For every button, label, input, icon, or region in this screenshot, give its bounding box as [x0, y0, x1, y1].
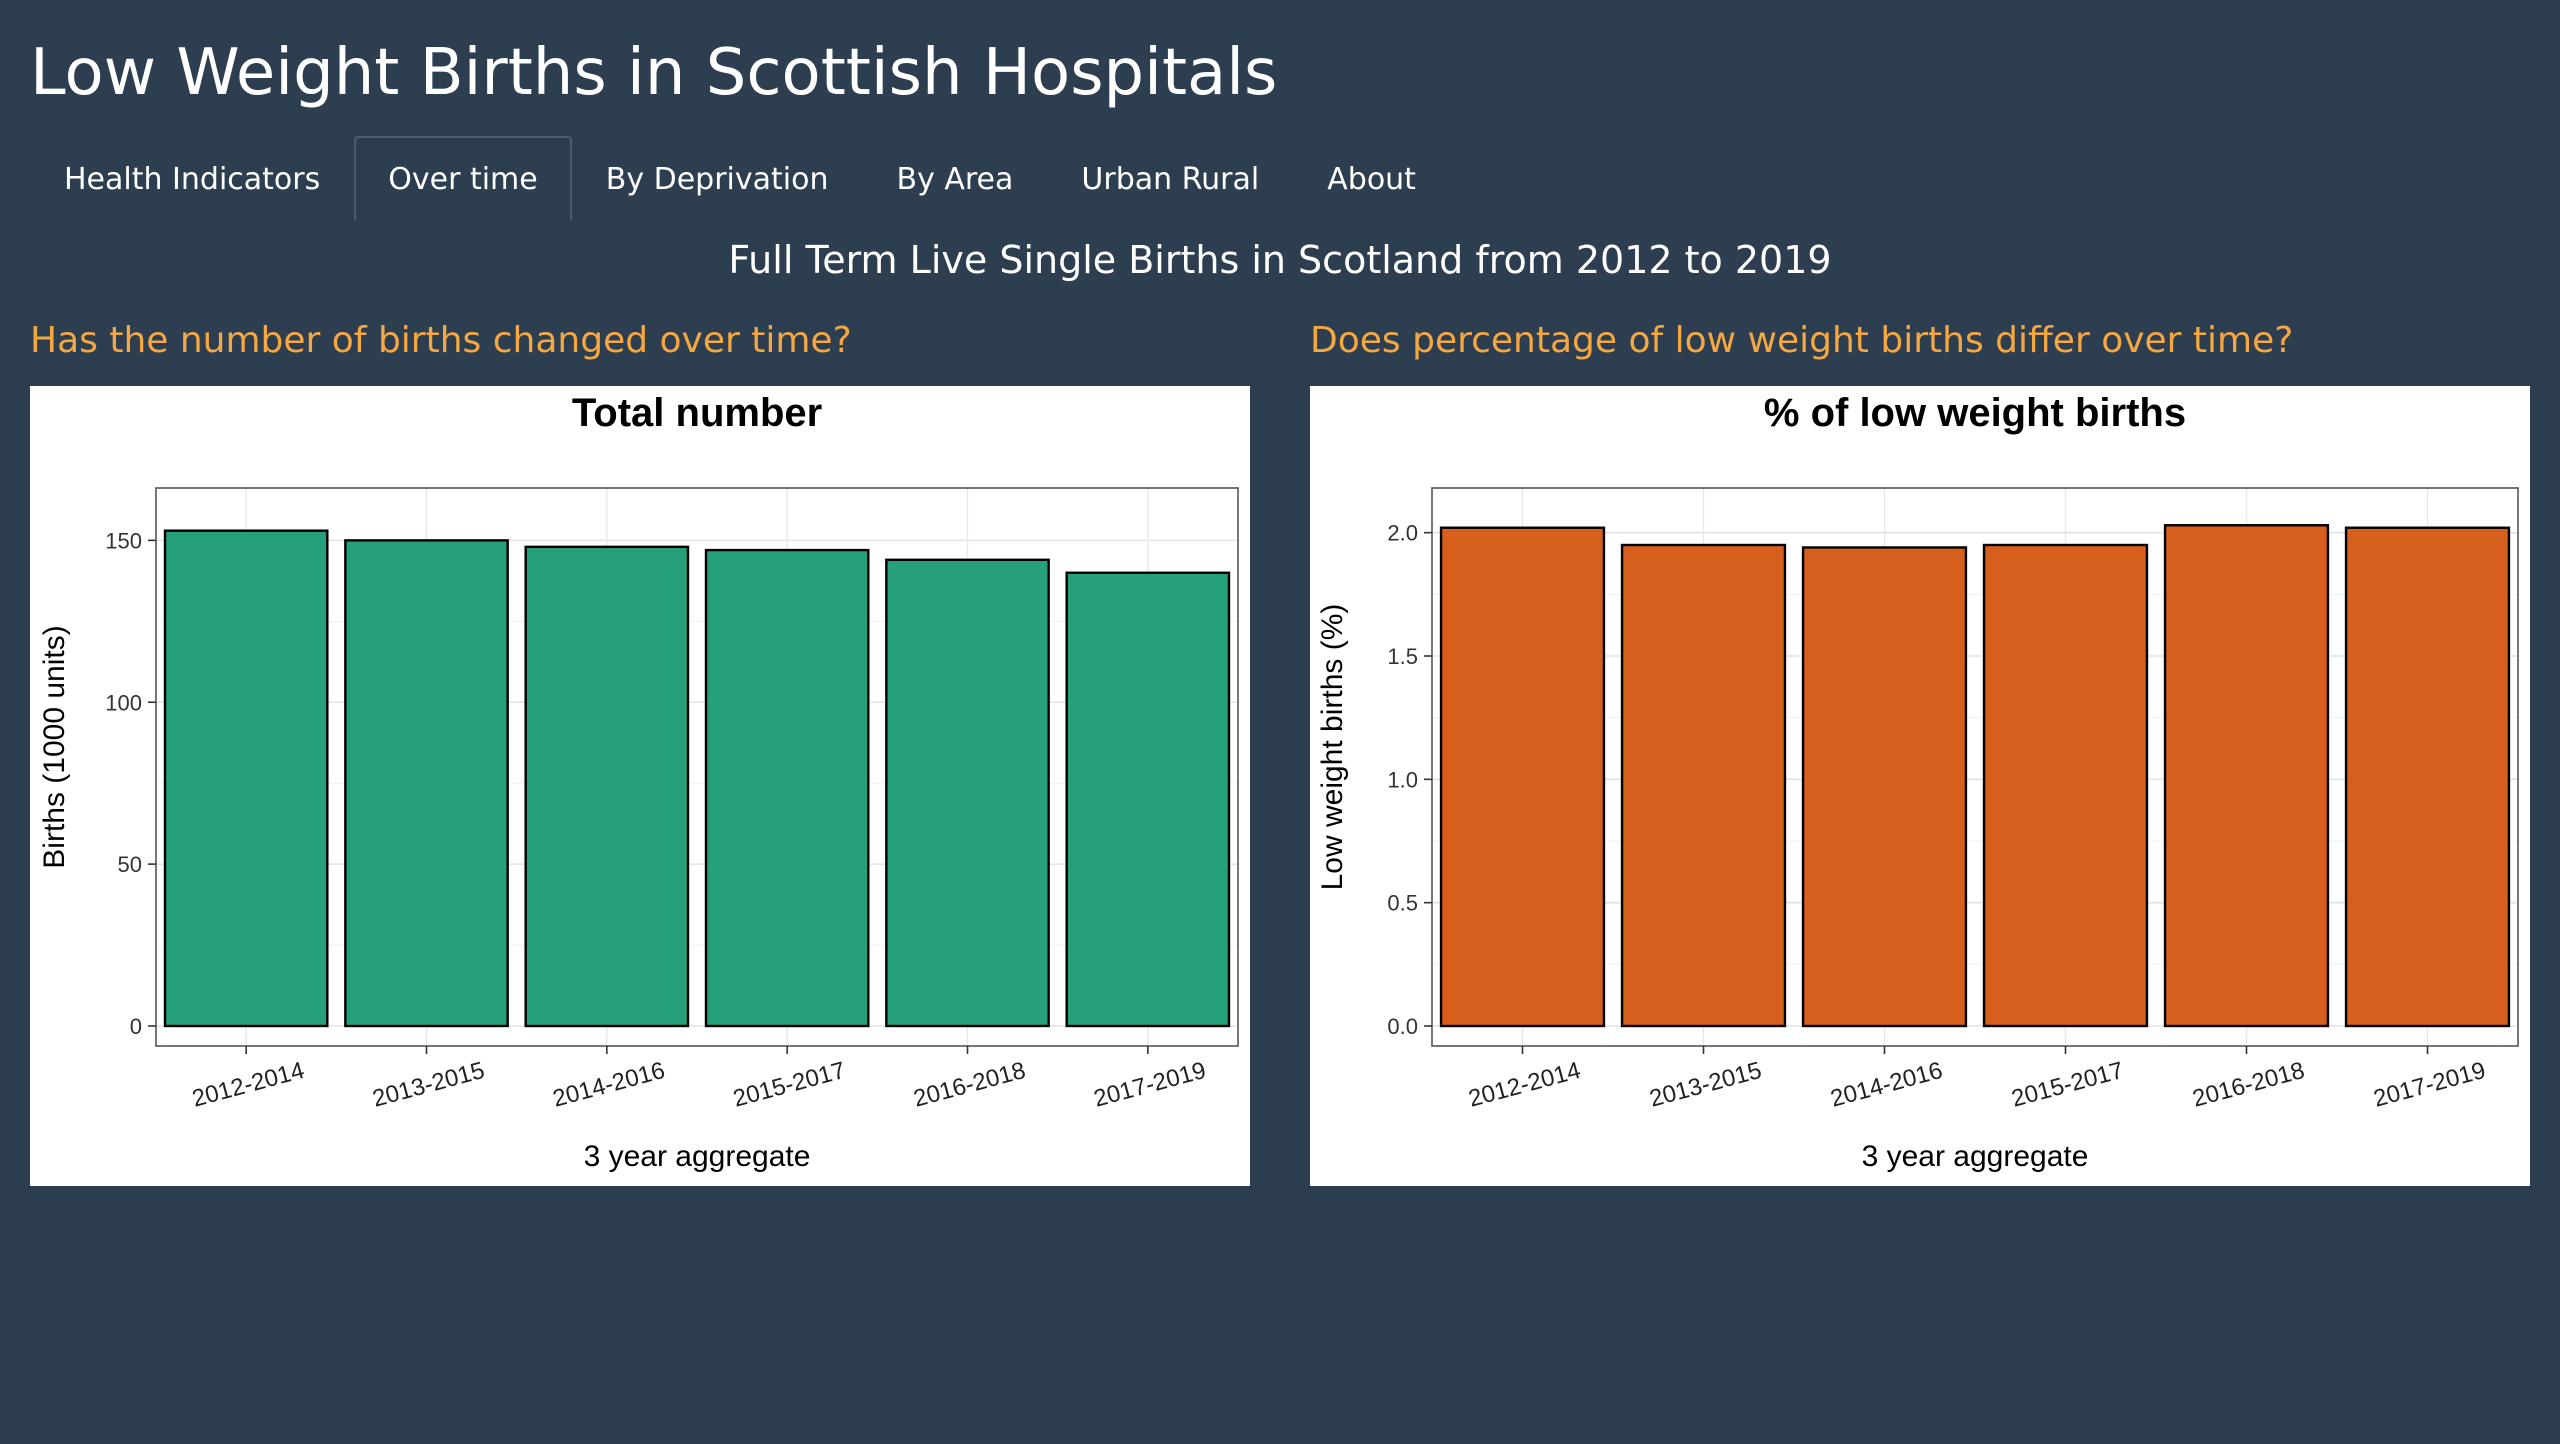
x-axis-label: 3 year aggregate — [1862, 1140, 2089, 1173]
tab-health-indicators[interactable]: Health Indicators — [64, 161, 321, 197]
bar-2016-2018 — [885, 558, 1050, 1028]
tab-bar: Health Indicators Over time By Deprivati… — [30, 136, 1450, 220]
x-tick-label: 2012-2014 — [1466, 1057, 1584, 1113]
x-tick-label: 2013-2015 — [1647, 1057, 1765, 1113]
bar-2014-2016 — [524, 545, 690, 1028]
x-tick-label: 2017-2019 — [2371, 1057, 2489, 1113]
chart-title: % of low weight births — [1764, 391, 2186, 435]
x-tick-label: 2015-2017 — [730, 1057, 848, 1113]
x-tick-label: 2017-2019 — [1091, 1057, 1209, 1113]
page-subtitle: Full Term Live Single Births in Scotland… — [728, 238, 1832, 282]
right-question-heading: Does percentage of low weight births dif… — [1310, 320, 2294, 361]
total-number-chart: Total number 0 50 100 150 2012-2014 2013-2015 2… — [38, 391, 1239, 1173]
bar-2012-2014 — [163, 529, 329, 1028]
low-weight-chart-panel: % of low weight births 0.0 0.5 1.0 1.5 2.0 201… — [1310, 386, 2530, 1186]
y-tick-label: 1.0 — [1387, 767, 1418, 792]
x-tick-label: 2013-2015 — [370, 1057, 488, 1113]
bar-2017-2019 — [1065, 571, 1231, 1028]
y-tick-label: 2.0 — [1387, 521, 1418, 546]
x-tick-label: 2015-2017 — [2009, 1057, 2127, 1113]
y-tick-label: 50 — [118, 852, 142, 877]
tab-over-time[interactable]: Over time — [354, 136, 572, 220]
bar-2014-2016 — [1801, 546, 1968, 1028]
x-tick-label: 2016-2018 — [2190, 1057, 2308, 1113]
bar-2013-2015 — [344, 539, 509, 1028]
low-weight-chart: % of low weight births 0.0 0.5 1.0 1.5 2.0 201… — [1316, 391, 2519, 1173]
y-axis-label: Births (1000 units) — [38, 625, 71, 868]
tab-urban-rural[interactable]: Urban Rural — [1081, 161, 1260, 197]
y-tick-label: 100 — [105, 690, 142, 715]
bar-2015-2017 — [1982, 543, 2149, 1028]
bar-2017-2019 — [2344, 526, 2511, 1028]
bar-2012-2014 — [1439, 526, 1606, 1028]
chart-title: Total number — [572, 391, 822, 435]
bar-2013-2015 — [1620, 543, 1787, 1028]
y-axis-label: Low weight births (%) — [1316, 604, 1349, 891]
x-tick-label: 2016-2018 — [911, 1057, 1029, 1113]
y-tick-label: 0 — [130, 1014, 142, 1039]
left-question-heading: Has the number of births changed over ti… — [30, 320, 852, 361]
bar-2015-2017 — [704, 548, 870, 1028]
y-tick-label: 0.5 — [1387, 891, 1418, 916]
tab-by-area[interactable]: By Area — [896, 161, 1014, 197]
plot-border — [1431, 487, 2519, 1047]
y-tick-label: 1.5 — [1387, 644, 1418, 669]
bar-2016-2018 — [2163, 524, 2330, 1028]
y-tick-label: 0.0 — [1387, 1014, 1418, 1039]
tab-by-deprivation[interactable]: By Deprivation — [605, 161, 829, 197]
tab-about[interactable]: About — [1327, 161, 1416, 197]
y-tick-label: 150 — [105, 528, 142, 553]
total-number-chart-panel: Total number 0 50 100 150 2012-2014 2013-2015 2… — [30, 386, 1250, 1186]
x-axis-label: 3 year aggregate — [584, 1140, 811, 1173]
x-tick-label: 2014-2016 — [550, 1057, 668, 1113]
plot-border — [155, 487, 1239, 1047]
app-title: Low Weight Births in Scottish Hospitals — [30, 36, 1278, 110]
x-tick-label: 2012-2014 — [189, 1057, 307, 1113]
x-tick-label: 2014-2016 — [1828, 1057, 1946, 1113]
